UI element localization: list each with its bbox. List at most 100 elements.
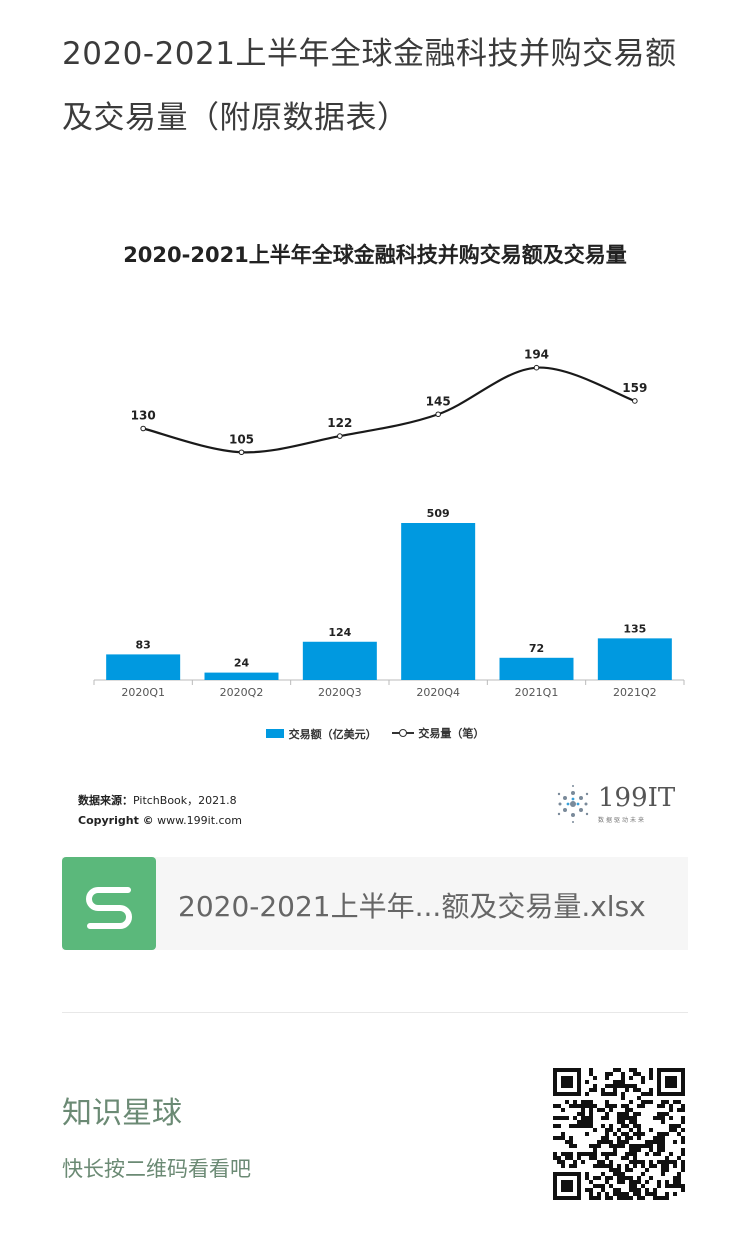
qr-module	[649, 1144, 653, 1148]
qr-module	[605, 1092, 609, 1096]
qr-module	[585, 1132, 589, 1136]
page-title: 2020-2021上半年全球金融科技并购交易额及交易量（附原数据表）	[62, 36, 677, 136]
qr-module	[597, 1196, 601, 1200]
qr-module	[621, 1196, 625, 1200]
qr-module	[649, 1072, 653, 1076]
bar-value-label: 83	[136, 638, 151, 651]
qr-module	[641, 1160, 645, 1164]
qr-module	[649, 1092, 653, 1096]
qr-module	[621, 1080, 625, 1084]
qr-module	[565, 1100, 569, 1104]
qr-module	[673, 1176, 677, 1180]
qr-module	[553, 1136, 557, 1140]
qr-module	[605, 1128, 609, 1132]
qr-module	[565, 1156, 569, 1160]
qr-module	[569, 1104, 573, 1108]
qr-module	[677, 1172, 681, 1176]
qr-module	[629, 1176, 633, 1180]
qr-module	[601, 1164, 605, 1168]
qr-module	[665, 1196, 669, 1200]
qr-module	[621, 1140, 625, 1144]
qr-module	[677, 1100, 681, 1104]
qr-module	[681, 1164, 685, 1168]
qr-module	[625, 1156, 629, 1160]
qr-module	[645, 1092, 649, 1096]
qr-module	[605, 1076, 609, 1080]
qr-module	[601, 1152, 605, 1156]
qr-module	[573, 1116, 577, 1120]
qr-module	[569, 1152, 573, 1156]
qr-module	[589, 1104, 593, 1108]
planet-title: 知识星球	[62, 1096, 182, 1131]
qr-module	[625, 1108, 629, 1112]
qr-module	[633, 1184, 637, 1188]
qr-module	[569, 1136, 573, 1140]
qr-module	[613, 1104, 617, 1108]
qr-module	[565, 1152, 569, 1156]
qr-module	[613, 1080, 617, 1084]
qr-module	[669, 1160, 673, 1164]
qr-module	[621, 1176, 625, 1180]
qr-module	[609, 1140, 613, 1144]
qr-module	[553, 1156, 557, 1160]
qr-module	[621, 1104, 625, 1108]
qr-module	[601, 1188, 605, 1192]
qr-module	[625, 1136, 629, 1140]
qr-module	[625, 1088, 629, 1092]
qr-module	[589, 1112, 593, 1116]
line-point-2021Q1	[533, 364, 540, 371]
qr-module	[661, 1168, 665, 1172]
qr-module	[589, 1144, 593, 1148]
qr-code-icon[interactable]	[553, 1068, 685, 1200]
bar-2021Q2	[597, 638, 672, 680]
bar-value-label: 124	[328, 626, 351, 639]
qr-module	[637, 1132, 641, 1136]
qr-module	[665, 1132, 669, 1136]
qr-module	[677, 1124, 681, 1128]
qr-module	[585, 1176, 589, 1180]
qr-module	[681, 1148, 685, 1152]
copyright-text: www.199it.com	[157, 814, 243, 827]
qr-module	[637, 1192, 641, 1196]
qr-module	[633, 1116, 637, 1120]
x-tick-label: 2020Q3	[318, 686, 362, 699]
qr-module	[585, 1152, 589, 1156]
line-point-2020Q4	[435, 411, 441, 418]
qr-module	[629, 1068, 633, 1072]
qr-module	[641, 1132, 645, 1136]
chart-legend: 交易额（亿美元） 交易量（笔）	[62, 725, 688, 742]
qr-module	[589, 1188, 593, 1192]
qr-module	[589, 1180, 593, 1184]
qr-module	[665, 1184, 669, 1188]
line-point-2020Q1	[140, 425, 146, 432]
qr-module	[681, 1120, 685, 1124]
qr-module	[673, 1160, 677, 1164]
qr-module	[609, 1084, 613, 1088]
qr-module	[653, 1152, 657, 1156]
chart-title: 2020-2021上半年全球金融科技并购交易额及交易量	[123, 243, 627, 267]
qr-module	[561, 1160, 565, 1164]
file-attachment-card[interactable]: 2020-2021上半年...额及交易量.xlsx	[62, 857, 688, 950]
qr-module	[609, 1184, 613, 1188]
qr-module	[629, 1076, 633, 1080]
qr-module	[629, 1196, 633, 1200]
qr-module	[625, 1152, 629, 1156]
qr-module	[589, 1116, 593, 1120]
qr-module	[661, 1104, 665, 1108]
qr-module	[573, 1164, 577, 1168]
qr-module	[625, 1104, 629, 1108]
qr-module	[665, 1100, 669, 1104]
qr-module	[673, 1140, 677, 1144]
qr-module	[633, 1156, 637, 1160]
file-name[interactable]: 2020-2021上半年...额及交易量.xlsx	[178, 890, 646, 923]
qr-module	[673, 1124, 677, 1128]
source-text: PitchBook，2021.8	[133, 794, 237, 807]
qr-module	[681, 1136, 685, 1140]
qr-module	[649, 1160, 653, 1164]
qr-module	[633, 1164, 637, 1168]
qr-module	[589, 1192, 593, 1196]
qr-module	[621, 1076, 625, 1080]
qr-module	[641, 1100, 645, 1104]
qr-module	[653, 1136, 657, 1140]
qr-module	[637, 1128, 641, 1132]
